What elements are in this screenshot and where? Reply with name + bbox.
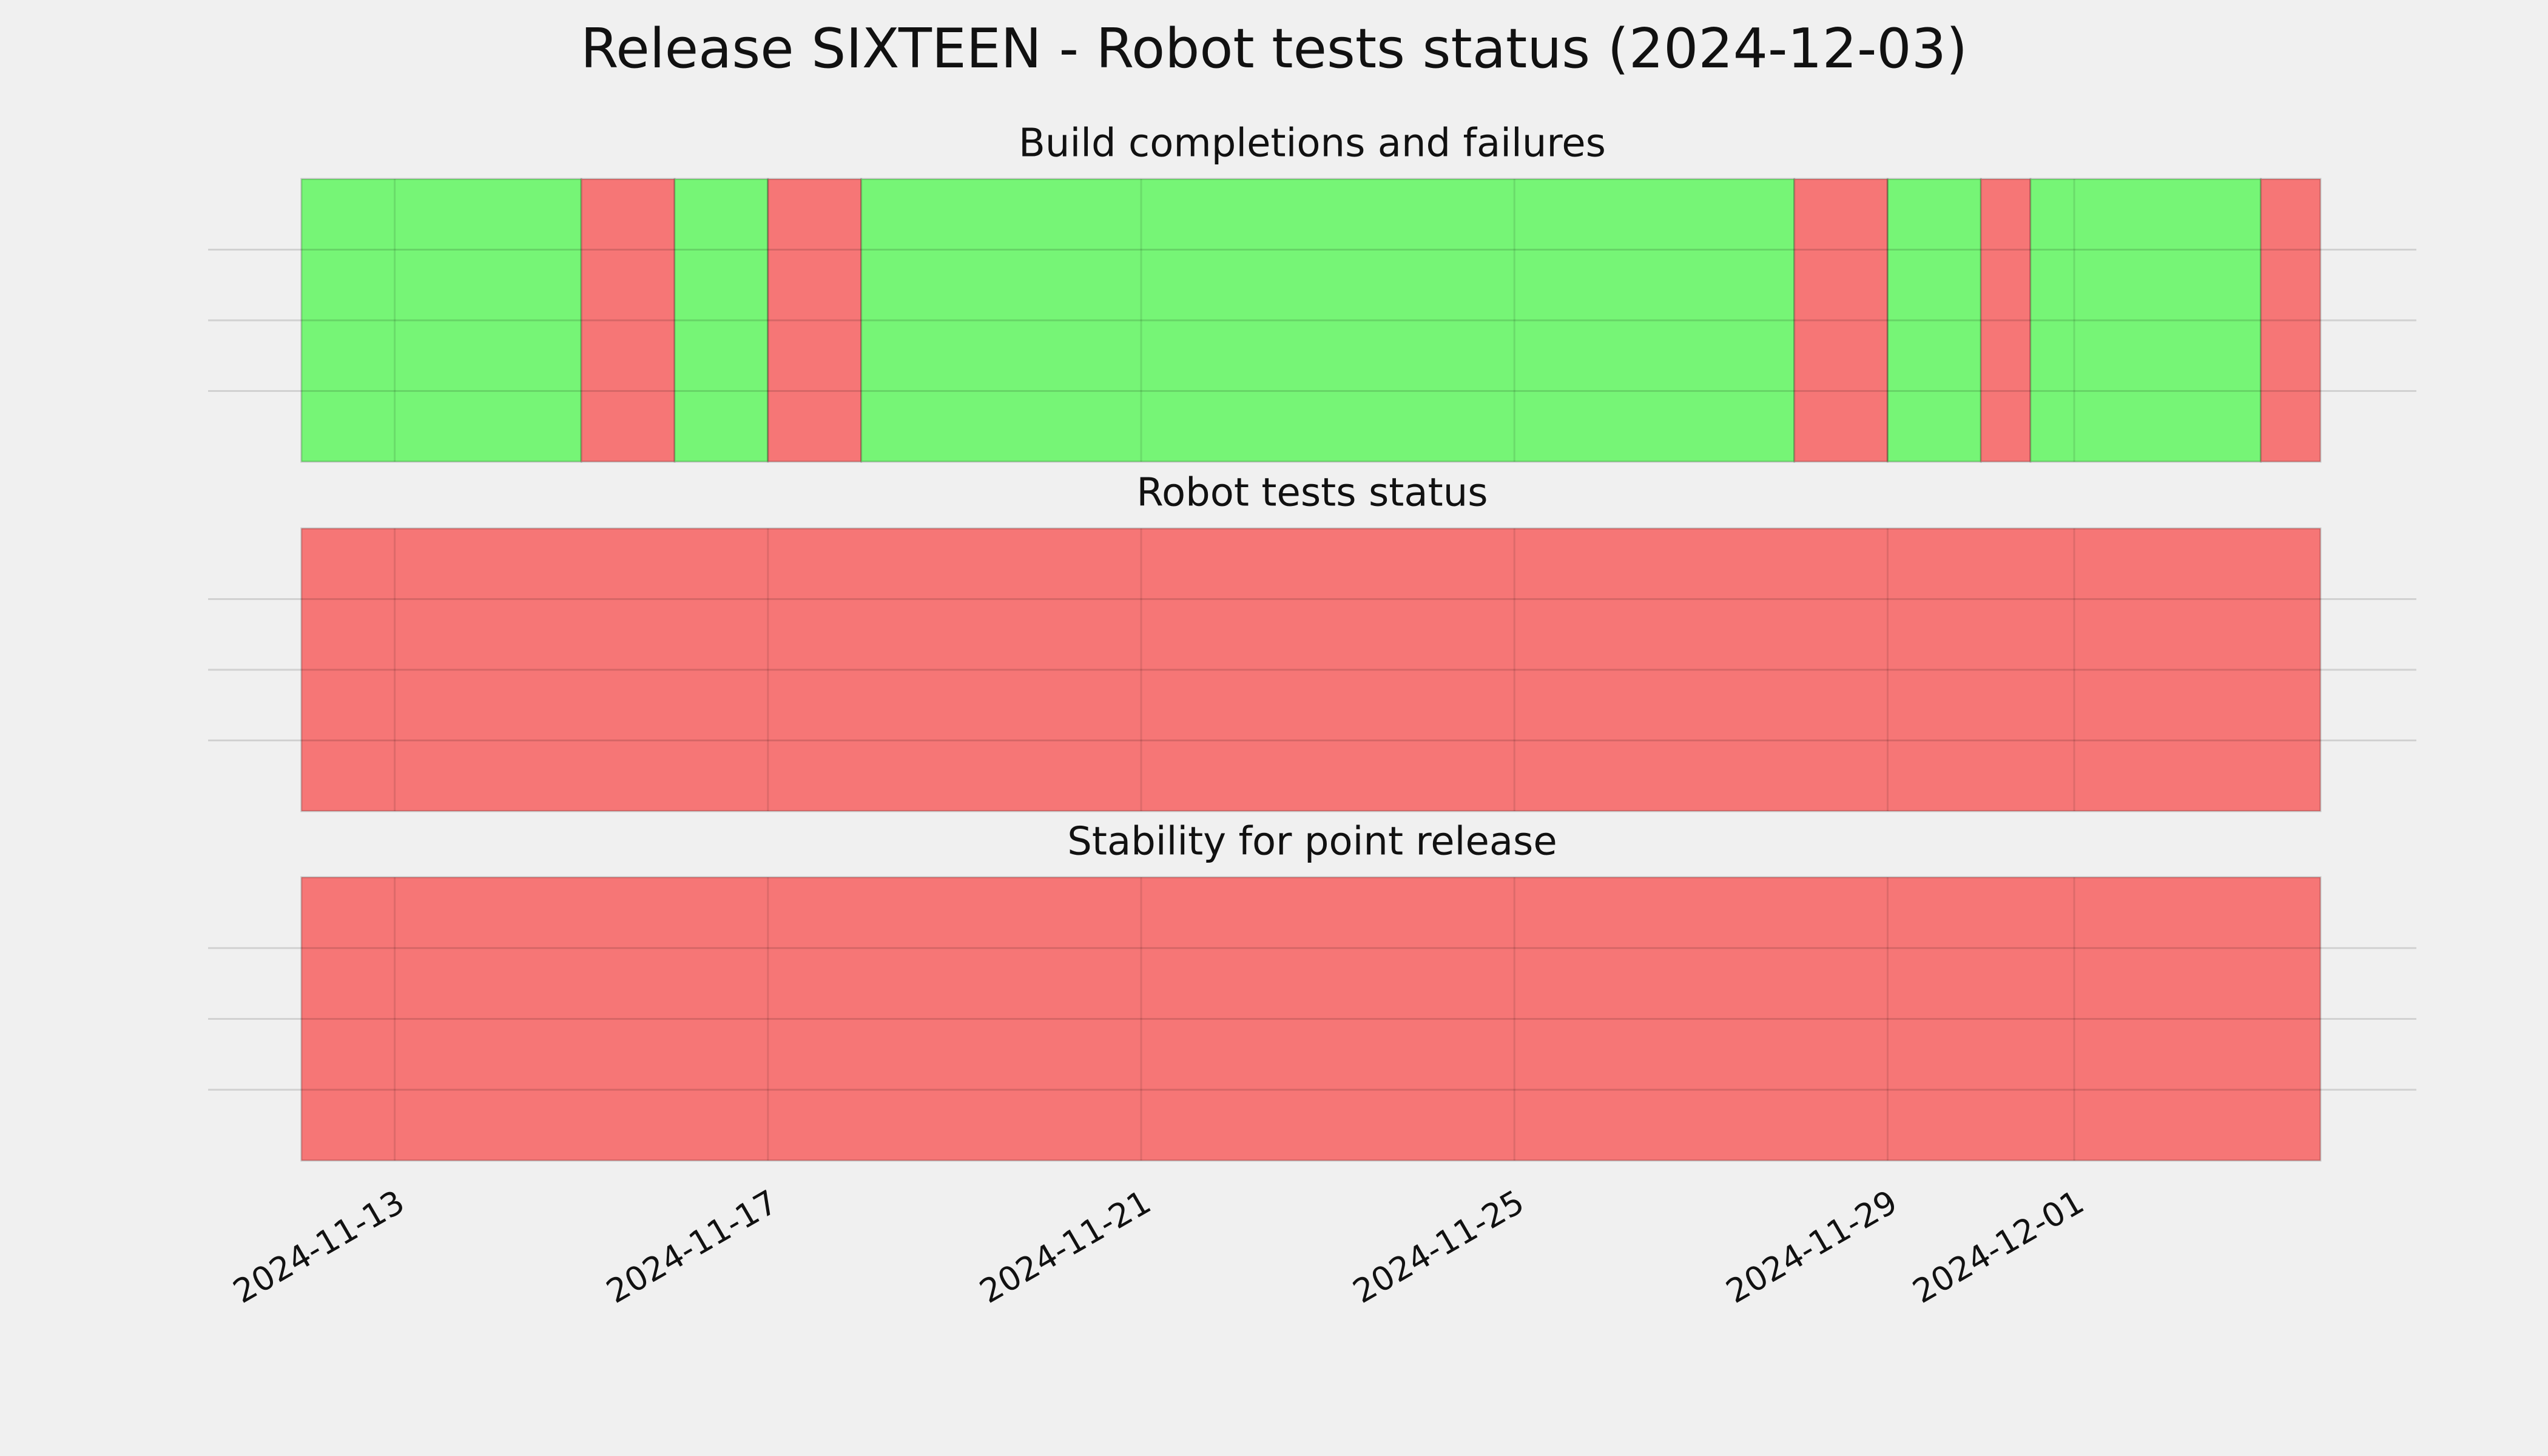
- panel-title: Build completions and failures: [1019, 121, 1606, 166]
- figure-title: Release SIXTEEN - Robot tests status (20…: [581, 17, 1967, 81]
- status-span: [1793, 178, 1889, 463]
- panel-title: Robot tests status: [1136, 471, 1488, 516]
- status-span: [300, 178, 582, 463]
- status-span: [2260, 178, 2322, 463]
- status-span: [673, 178, 769, 463]
- status-span: [1980, 178, 2032, 463]
- panel-title: Stability for point release: [1067, 820, 1557, 864]
- status-span: [1886, 178, 1982, 463]
- status-span: [300, 876, 2322, 1162]
- status-span: [767, 178, 863, 463]
- status-span: [2029, 178, 2262, 463]
- status-span: [580, 178, 676, 463]
- status-span: [860, 178, 1796, 463]
- status-span: [300, 527, 2322, 812]
